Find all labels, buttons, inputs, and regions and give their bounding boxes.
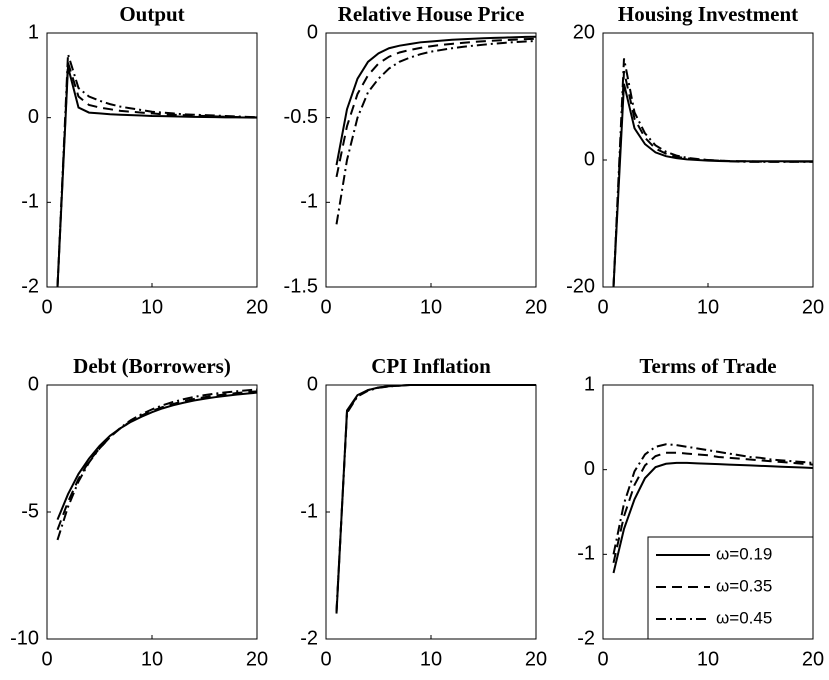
chart-title: Terms of Trade [639,354,776,378]
chart-title: Output [119,2,184,26]
y-tick-label: -1 [577,543,595,565]
chart-title: CPI Inflation [371,354,491,378]
x-tick-label: 0 [597,648,608,670]
y-tick-label: 0 [28,373,39,395]
x-tick-label: 10 [420,296,442,318]
y-tick-label: 1 [584,373,595,395]
chart-title: Relative House Price [338,2,525,26]
x-tick-label: 10 [697,296,719,318]
x-tick-label: 0 [320,296,331,318]
y-tick-label: -5 [21,500,39,522]
series-line [335,37,537,178]
x-tick-label: 10 [697,648,719,670]
y-tick-label: -10 [10,627,39,649]
series-line [612,70,813,288]
y-tick-label: 0 [28,106,39,128]
y-tick-label: 0 [584,458,595,480]
y-tick-label: -1 [300,191,318,213]
series-line [56,62,258,288]
y-tick-label: -1.5 [284,275,318,297]
series-line [56,388,258,541]
series-line [612,461,814,574]
y-tick-label: -20 [566,275,595,297]
series-line [612,443,814,555]
chart-title: Housing Investment [618,2,798,26]
series-line [56,391,258,521]
x-tick-label: 0 [597,296,608,318]
y-tick-label: -1 [300,500,318,522]
y-tick-label: 1 [28,21,39,43]
y-tick-label: 20 [573,21,595,43]
x-tick-label: 10 [141,648,163,670]
y-tick-label: 0 [584,148,595,170]
series-line [56,53,258,288]
x-tick-label: 20 [525,296,547,318]
plot-frame [325,384,537,640]
y-tick-label: 0 [307,373,318,395]
chart-title: Debt (Borrowers) [73,354,231,378]
plot-frame [602,32,814,288]
y-tick-label: -0.5 [284,106,318,128]
series-line [335,39,537,225]
x-tick-label: 20 [246,296,268,318]
plot-frame [325,32,537,288]
legend-label: ω=0.19 [716,544,772,563]
x-tick-label: 20 [802,648,824,670]
series-line [335,384,536,613]
plot-frame [46,32,258,288]
x-tick-label: 0 [41,648,52,670]
x-tick-label: 10 [420,648,442,670]
y-tick-label: -2 [21,275,39,297]
x-tick-label: 20 [525,648,547,670]
series-line [335,384,536,614]
y-tick-label: -2 [300,627,318,649]
y-tick-label: -1 [21,191,39,213]
series-line [56,390,258,531]
series-line [612,451,814,564]
y-tick-label: 0 [307,21,318,43]
legend-label: ω=0.45 [716,608,772,627]
y-tick-label: -2 [577,627,595,649]
series-line [612,58,813,288]
series-line [56,66,258,288]
x-tick-label: 20 [802,296,824,318]
x-tick-label: 0 [41,296,52,318]
plot-frame [46,384,258,640]
x-tick-label: 20 [246,648,268,670]
legend-label: ω=0.35 [716,576,772,595]
series-line [612,83,813,288]
series-line [335,35,537,166]
series-line [335,384,536,612]
x-tick-label: 10 [141,296,163,318]
x-tick-label: 0 [320,648,331,670]
